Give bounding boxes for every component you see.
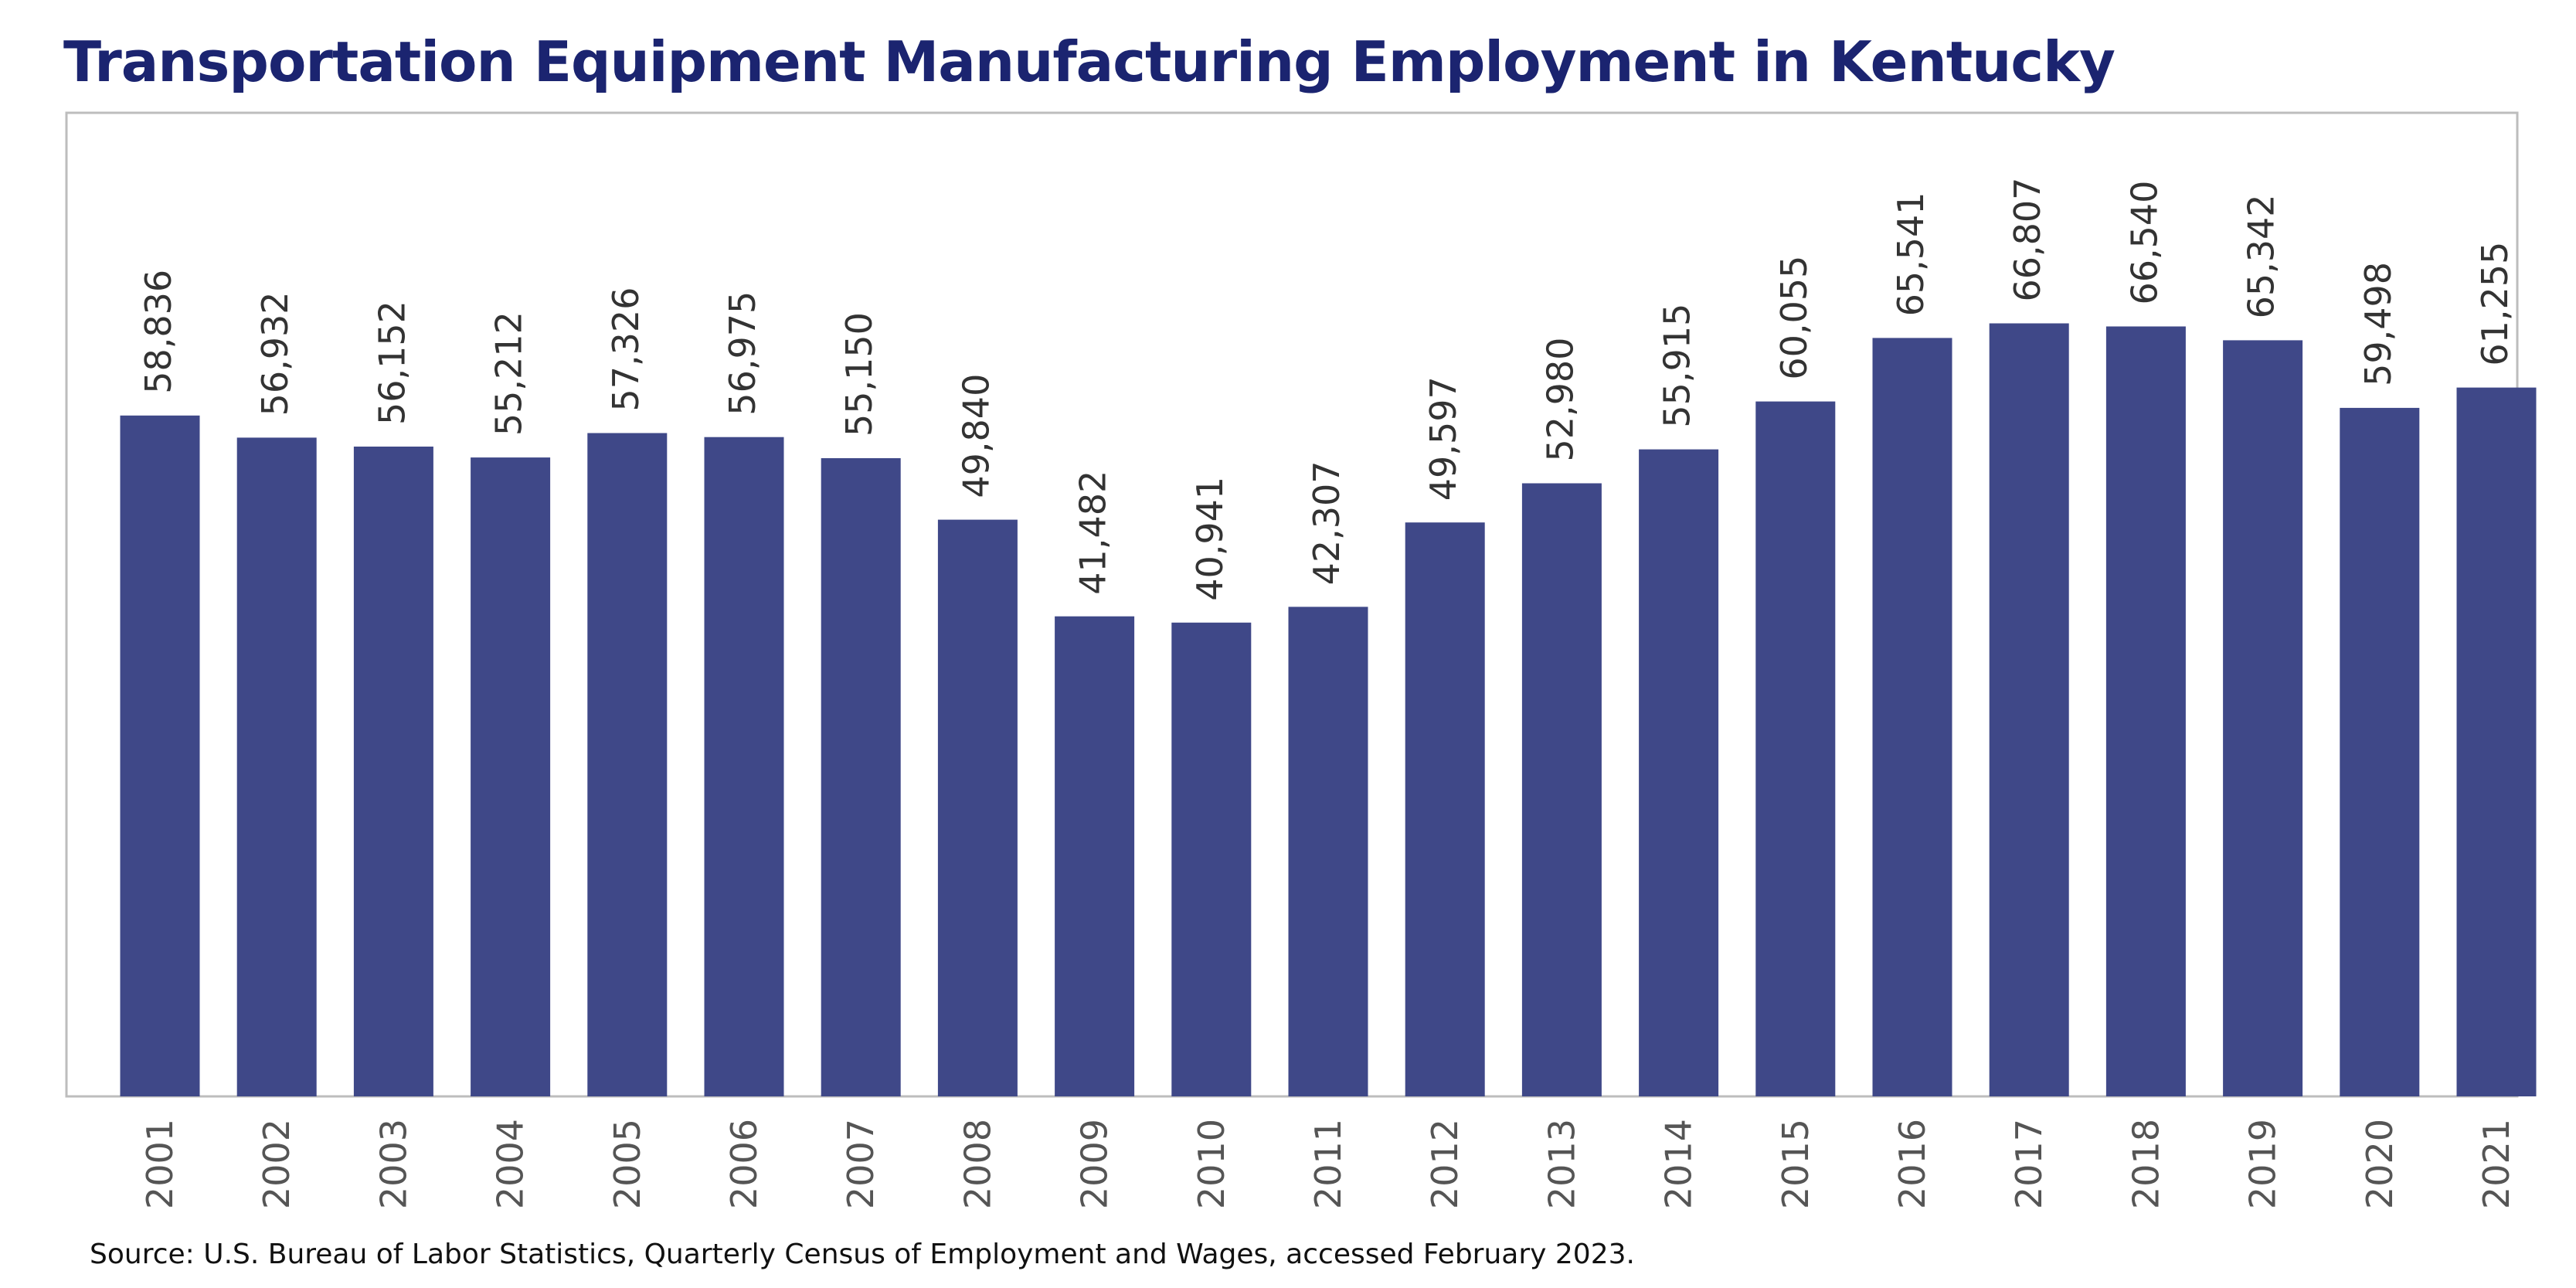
data-label-2014: 55,915 [1657,304,1698,428]
x-tick-label-2007: 2007 [840,1119,882,1209]
data-label-2016: 65,541 [1890,192,1932,316]
x-tick-label-2019: 2019 [2242,1119,2284,1209]
x-tick-label-2018: 2018 [2125,1119,2166,1209]
data-label-2019: 65,342 [2241,194,2282,318]
x-tick-label-2010: 2010 [1191,1119,1232,1209]
x-tick-label-2003: 2003 [372,1119,414,1209]
data-labels-layer: 58,836 56,932 56,152 55,212 57,326 56,975 55,1… [138,178,2516,601]
x-tick-label-2014: 2014 [1658,1119,1700,1209]
data-label-2020: 59,498 [2357,262,2399,386]
bar-2004 [471,457,551,1096]
data-label-2002: 56,932 [254,291,296,416]
bar-2012 [1405,522,1485,1096]
data-label-2007: 55,150 [838,312,880,437]
bar-2019 [2223,340,2303,1096]
data-label-2001: 58,836 [138,270,179,394]
bars-layer [120,323,2537,1097]
bar-2008 [937,519,1018,1096]
bar-2010 [1171,622,1252,1096]
data-label-2015: 60,055 [1773,256,1815,380]
bar-2006 [704,437,784,1096]
bar-2013 [1521,483,1602,1096]
bar-2021 [2456,387,2537,1097]
bar-2003 [353,447,433,1096]
x-tick-label-2016: 2016 [1891,1119,1933,1209]
bar-2011 [1288,607,1368,1096]
x-tick-label-2006: 2006 [723,1119,765,1209]
data-label-2003: 56,152 [371,301,413,425]
data-label-2012: 49,597 [1422,376,1464,501]
bar-2017 [1989,323,2069,1096]
x-tick-label-2005: 2005 [607,1119,648,1209]
data-label-2008: 49,840 [955,374,997,498]
bar-2009 [1055,616,1135,1096]
bar-2001 [120,415,200,1096]
x-tick-label-2021: 2021 [2476,1119,2517,1209]
x-tick-label-2020: 2020 [2359,1119,2401,1209]
bar-2020 [2340,407,2420,1096]
data-label-2013: 52,980 [1539,338,1581,462]
data-label-2011: 42,307 [1306,460,1347,585]
data-label-2017: 66,807 [2007,178,2048,302]
bar-2018 [2105,326,2186,1096]
data-label-2021: 61,255 [2474,242,2516,366]
bar-2007 [821,458,901,1096]
data-label-2005: 57,326 [605,287,647,412]
x-tick-label-2001: 2001 [139,1119,181,1209]
bar-2002 [236,437,317,1096]
bar-2014 [1639,449,1719,1096]
data-label-2006: 56,975 [722,291,763,416]
x-tick-label-2008: 2008 [957,1119,998,1209]
data-label-2004: 55,212 [488,311,530,436]
bar-2015 [1755,401,1836,1096]
x-tick-label-2015: 2015 [1775,1119,1816,1209]
x-tick-label-2017: 2017 [2008,1119,2050,1209]
data-label-2018: 66,540 [2123,181,2165,305]
data-label-2010: 40,941 [1189,477,1231,601]
source-note: Source: U.S. Bureau of Labor Statistics,… [90,1239,1635,1270]
bar-2016 [1872,338,1952,1096]
x-tick-labels-layer: 2001 2002 2003 2004 2005 2006 2007 2008 2009 2010… [139,1119,2517,1209]
x-tick-label-2012: 2012 [1424,1119,1466,1209]
x-tick-label-2004: 2004 [490,1119,532,1209]
x-tick-label-2002: 2002 [256,1119,297,1209]
bar-2005 [587,433,668,1096]
chart-title: Transportation Equipment Manufacturing E… [63,29,2116,94]
x-tick-label-2009: 2009 [1074,1119,1116,1209]
x-tick-label-2013: 2013 [1541,1119,1582,1209]
x-tick-label-2011: 2011 [1307,1119,1349,1209]
data-label-2009: 41,482 [1072,471,1114,595]
